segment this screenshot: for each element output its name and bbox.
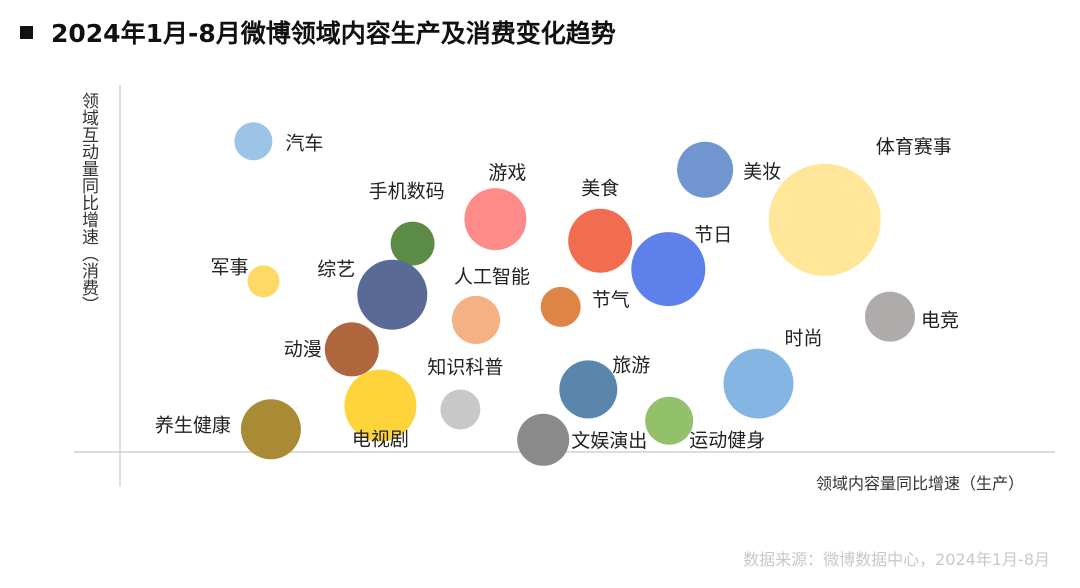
bubble-11 <box>568 208 633 273</box>
chart-title-row: 2024年1月-8月微博领域内容生产及消费变化趋势 <box>20 14 616 50</box>
bubble-17 <box>723 348 794 419</box>
y-axis-label: 领域互动量同比增速（消费） <box>78 92 98 313</box>
title-square-icon <box>20 25 33 39</box>
bubble-9 <box>464 188 527 251</box>
bubble-10 <box>517 413 570 466</box>
bubble-label-6: 电视剧 <box>352 429 409 451</box>
bubble-15 <box>645 396 694 445</box>
x-axis-label: 领域内容量同比增速（生产） <box>815 474 1024 493</box>
source-note: 数据来源：微博数据中心，2024年1月-8月 <box>743 550 1050 569</box>
bubble-12 <box>540 286 581 327</box>
bubble-label-5: 综艺 <box>317 259 355 281</box>
bubble-label-11: 美食 <box>581 178 619 200</box>
bubble-label-0: 汽车 <box>285 132 323 154</box>
bubble-label-18: 体育赛事 <box>876 136 952 158</box>
bubble-label-3: 动漫 <box>284 338 322 360</box>
chart-title: 2024年1月-8月微博领域内容生产及消费变化趋势 <box>51 19 616 48</box>
bubble-label-15: 运动健身 <box>689 430 765 452</box>
bubble-label-19: 电竞 <box>921 310 959 332</box>
bubble-18 <box>768 163 881 276</box>
bubble-4 <box>390 221 435 266</box>
bubble-8 <box>452 295 500 344</box>
bubble-label-13: 旅游 <box>612 354 650 376</box>
bubble-2 <box>240 399 301 460</box>
bubble-label-4: 手机数码 <box>369 181 445 203</box>
bubble-label-17: 时尚 <box>785 328 823 350</box>
bubble-label-14: 节日 <box>694 224 732 246</box>
bubble-label-1: 军事 <box>210 256 248 278</box>
bubble-16 <box>677 141 734 198</box>
bubble-3 <box>324 322 379 377</box>
bubble-label-9: 游戏 <box>488 162 526 184</box>
bubble-label-7: 知识科普 <box>427 357 503 379</box>
bubble-6 <box>344 369 417 442</box>
bubble-1 <box>247 265 280 298</box>
bubble-0 <box>234 122 273 161</box>
bubble-label-8: 人工智能 <box>454 266 530 288</box>
bubble-5 <box>357 259 428 330</box>
bubble-label-16: 美妆 <box>743 161 781 183</box>
bubble-label-2: 养生健康 <box>155 414 231 436</box>
bubble-7 <box>440 389 481 430</box>
bubble-13 <box>559 360 618 419</box>
bubble-label-10: 文娱演出 <box>571 430 647 452</box>
bubbles-layer <box>234 122 915 466</box>
bubble-19 <box>865 291 915 342</box>
bubble-14 <box>631 232 706 307</box>
bubble-label-12: 节气 <box>592 289 630 311</box>
